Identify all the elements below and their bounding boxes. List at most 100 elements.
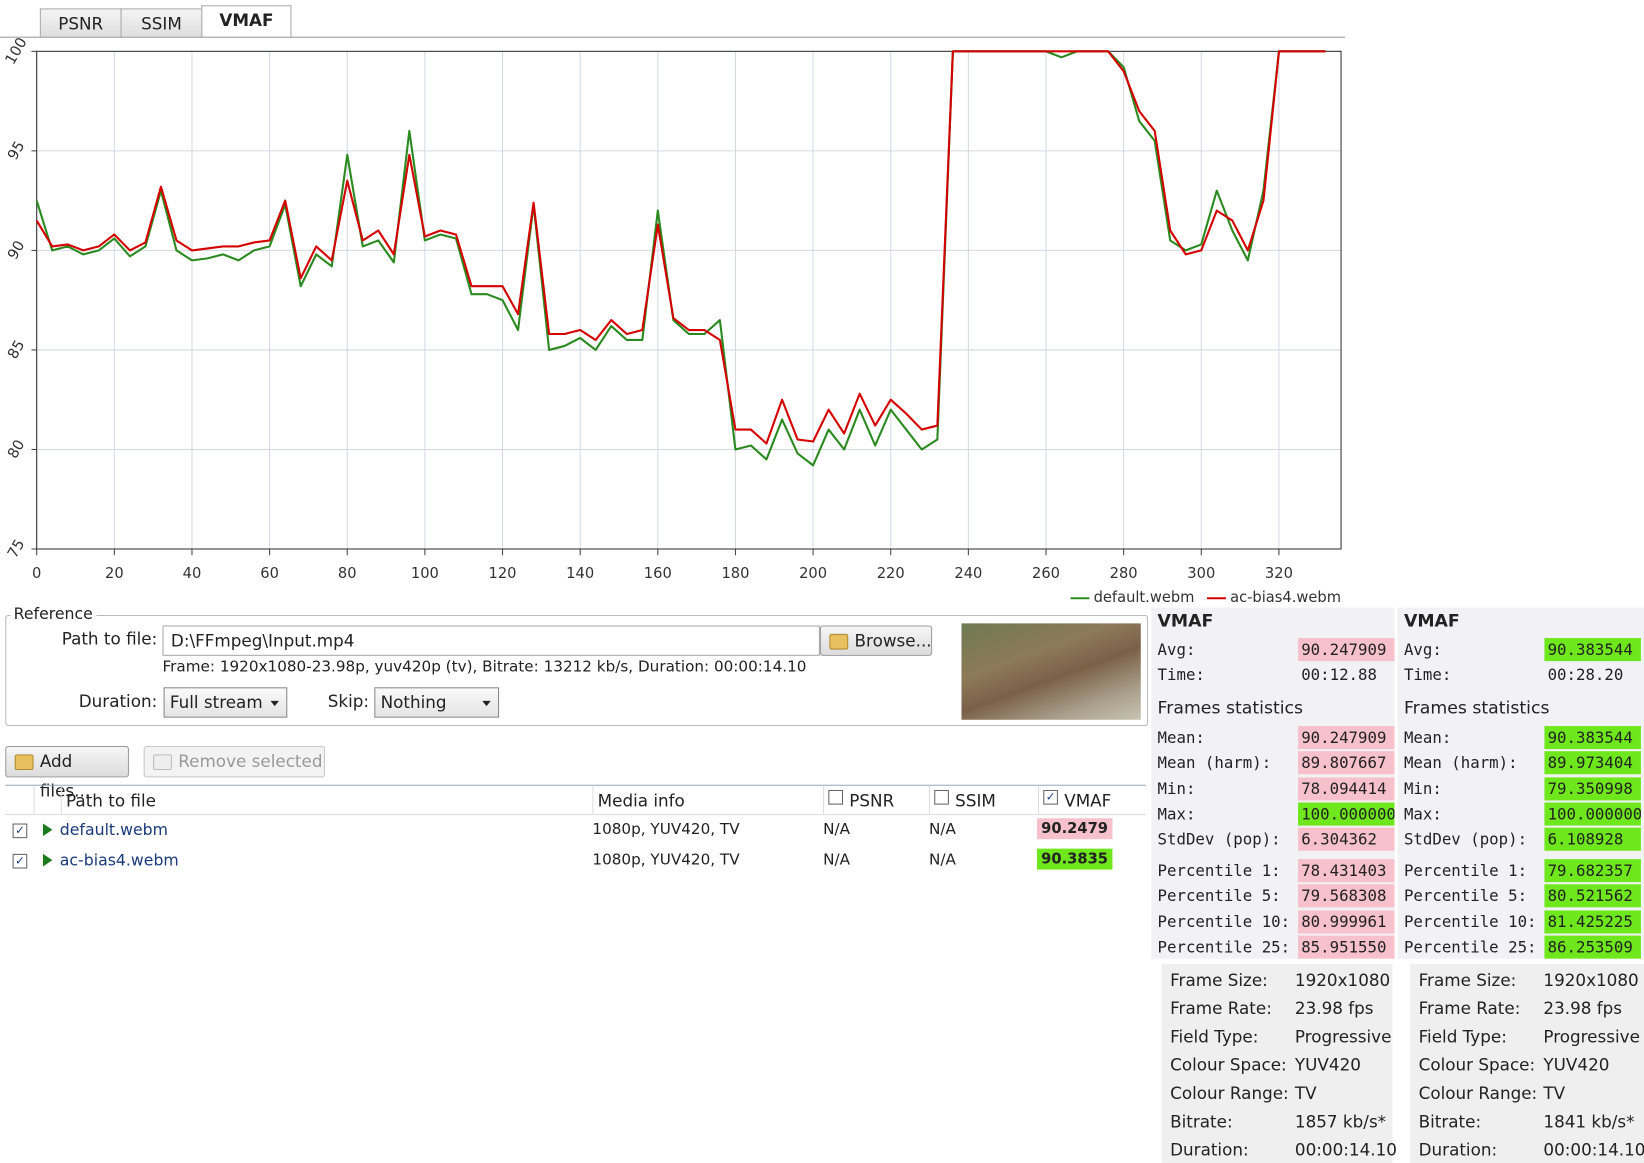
expand-arrow[interactable] xyxy=(42,853,53,867)
stat-value: 79.682357 xyxy=(1544,859,1641,883)
section-title: Frames statistics xyxy=(1157,697,1304,718)
row-checkbox[interactable]: ✓ xyxy=(12,853,28,869)
media-info: 1080p, YUV420, TV xyxy=(592,851,740,869)
stat-value: 90.383544 xyxy=(1544,726,1641,750)
stat-label: Time: xyxy=(1157,665,1205,685)
stat-label: Avg: xyxy=(1403,640,1442,660)
x-tick-label: 320 xyxy=(1265,565,1293,582)
label: Path to file: xyxy=(61,628,158,649)
stat-value: 79.350998 xyxy=(1544,776,1641,801)
reference-group xyxy=(5,614,1149,727)
y-tick-label: 80 xyxy=(4,437,28,462)
stat-value: 89.973404 xyxy=(1544,751,1641,775)
icon xyxy=(829,633,849,650)
duration-select[interactable]: Full stream xyxy=(163,687,288,718)
info-label: Colour Space: xyxy=(1418,1055,1536,1075)
stats-panel: VMAF Avg: 90.247909 Time: 00:12.88 Frames sta… xyxy=(1151,607,1395,959)
info-value: 23.98 fps xyxy=(1543,998,1623,1019)
info-value: Progressive xyxy=(1294,1026,1392,1047)
stat-label: Percentile 10: xyxy=(1403,912,1537,931)
stat-label: Percentile 25: xyxy=(1403,937,1537,957)
browse-button[interactable]: Browse... xyxy=(819,625,933,656)
x-tick-label: 20 xyxy=(105,565,124,582)
reference-info: Frame: 1920x1080-23.98p, yuv420p (tv), B… xyxy=(162,659,807,676)
chart: 75 80 85 90 95 100 0 20 40 60 80 100 120 140 160 180 200… xyxy=(2,35,1342,606)
x-tick-label: 300 xyxy=(1187,565,1215,582)
file-table: Path to file Media info PSNR SSIM ✓ VMAF ✓ defa… xyxy=(5,784,1147,878)
stat-label: Mean: xyxy=(1403,728,1452,748)
stat-label: Mean: xyxy=(1157,728,1205,748)
legend-label: default.webm xyxy=(1094,589,1195,606)
tab[interactable]: PSNR xyxy=(39,8,122,37)
stat-value: 80.521562 xyxy=(1544,884,1641,908)
stat-value: 86.253509 xyxy=(1544,935,1641,959)
y-tick-label: 95 xyxy=(4,138,28,163)
tab[interactable]: SSIM xyxy=(120,8,203,37)
header-checkbox[interactable]: ✓ xyxy=(1043,789,1058,805)
stat-value: 81.425225 xyxy=(1544,910,1641,934)
row-checkbox[interactable]: ✓ xyxy=(12,823,28,839)
y-tick-label: 100 xyxy=(2,35,31,68)
psnr: N/A xyxy=(823,821,850,839)
stat-value: 78.431403 xyxy=(1298,859,1395,883)
stat-value: 6.304362 xyxy=(1298,827,1395,851)
column-divider xyxy=(1038,785,1040,815)
stat-value: 90.383544 xyxy=(1544,638,1641,662)
stat-value: 89.807667 xyxy=(1298,751,1395,775)
stat-value: 00:28.20 xyxy=(1547,665,1624,685)
stat-label: Percentile 25: xyxy=(1157,937,1291,957)
tab-active[interactable]: VMAF xyxy=(201,5,292,38)
stat-value: 79.568308 xyxy=(1298,884,1395,908)
file-name: ac-bias4.webm xyxy=(59,850,179,870)
stat-value: 85.951550 xyxy=(1298,935,1395,959)
column-divider xyxy=(823,785,825,815)
info-label: Duration: xyxy=(1170,1139,1249,1160)
stat-label: Percentile 5: xyxy=(1403,886,1528,906)
column-header: VMAF xyxy=(1064,791,1112,811)
info-label: Frame Rate: xyxy=(1170,998,1272,1019)
icon xyxy=(153,754,172,771)
stat-value: 90.247909 xyxy=(1298,726,1395,750)
group-title: Reference xyxy=(10,604,96,624)
label: Duration: xyxy=(78,691,158,712)
stat-label: Mean (harm): xyxy=(1157,753,1272,773)
info-value: 1857 kb/s* xyxy=(1294,1111,1387,1132)
plot-area xyxy=(36,51,1342,549)
stats-title: VMAF xyxy=(1403,610,1460,631)
expand-arrow[interactable] xyxy=(42,823,53,837)
info-label: Frame Rate: xyxy=(1418,998,1521,1019)
stat-value: 80.999961 xyxy=(1298,910,1395,934)
skip-select[interactable]: Nothing xyxy=(374,687,500,718)
x-tick-label: 260 xyxy=(1032,565,1060,582)
header-checkbox[interactable] xyxy=(828,789,843,805)
stat-label: StdDev (pop): xyxy=(1157,829,1281,849)
stat-label: Mean (harm): xyxy=(1403,753,1518,773)
stats-title: VMAF xyxy=(1157,610,1214,631)
column-header: PSNR xyxy=(849,791,895,811)
add-button[interactable]: Add files... xyxy=(5,745,129,800)
info-panel: Frame Size: 1920x1080 Frame Rate: 23.98 fps… xyxy=(1410,963,1644,1163)
x-tick-label: 40 xyxy=(183,565,202,582)
stat-label: Max: xyxy=(1403,804,1442,824)
stat-value: 100.000000 xyxy=(1544,802,1641,826)
header-checkbox[interactable] xyxy=(934,789,949,805)
info-label: Colour Range: xyxy=(1418,1083,1538,1104)
info-value: 00:00:14.10 xyxy=(1294,1139,1397,1160)
stat-value: 00:12.88 xyxy=(1301,665,1377,685)
x-tick-label: 0 xyxy=(32,565,41,582)
section-title: Frames statistics xyxy=(1403,697,1550,718)
x-tick-label: 180 xyxy=(721,565,749,582)
info-panel: Frame Size: 1920x1080 Frame Rate: 23.98 fps… xyxy=(1161,963,1397,1163)
stat-label: Time: xyxy=(1403,665,1452,685)
path-input[interactable]: D:\FFmpeg\Input.mp4 xyxy=(162,625,820,656)
vmaf: 90.3835 xyxy=(1036,848,1113,870)
psnr: N/A xyxy=(823,851,850,869)
x-tick-label: 160 xyxy=(644,565,672,582)
column-divider xyxy=(60,785,62,815)
info-value: 1841 kb/s* xyxy=(1543,1111,1635,1132)
remove-button[interactable]: Remove selected xyxy=(143,745,326,778)
x-tick-label: 60 xyxy=(260,565,279,582)
info-label: Bitrate: xyxy=(1418,1111,1482,1132)
stat-label: Percentile 1: xyxy=(1403,861,1528,881)
